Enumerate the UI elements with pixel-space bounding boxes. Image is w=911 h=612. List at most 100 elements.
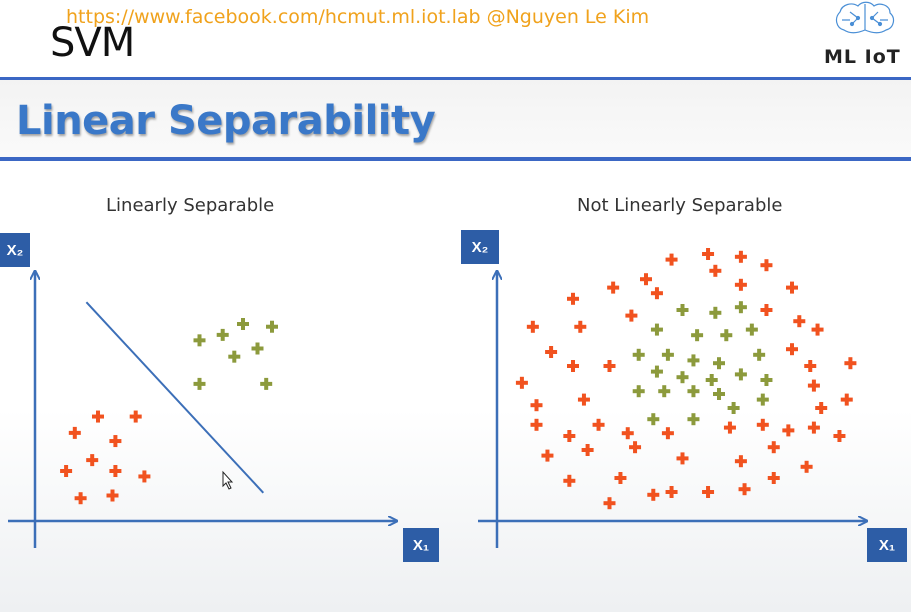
slide-title: Linear Separability bbox=[16, 98, 436, 144]
plus-marker-green bbox=[237, 318, 249, 330]
plus-marker-red bbox=[603, 497, 616, 510]
plus-marker-red bbox=[800, 460, 813, 473]
right-y-axis-label: X₂ bbox=[461, 230, 499, 264]
header-rule-top bbox=[0, 77, 911, 80]
plus-marker-red bbox=[786, 343, 798, 356]
plus-marker-green bbox=[687, 413, 700, 426]
plus-marker-red bbox=[530, 418, 543, 431]
plus-marker-red bbox=[74, 492, 87, 505]
plus-marker-red bbox=[840, 393, 853, 406]
plus-marker-red bbox=[767, 441, 780, 454]
plus-marker-red bbox=[625, 309, 638, 322]
plus-marker-green bbox=[676, 371, 689, 384]
plus-marker-green bbox=[760, 374, 773, 386]
plus-marker-red bbox=[129, 410, 142, 423]
plus-marker-red bbox=[629, 441, 642, 454]
plus-marker-green bbox=[632, 348, 645, 361]
separating-line bbox=[85, 301, 265, 494]
slide-header bbox=[0, 0, 911, 80]
plus-marker-green bbox=[687, 385, 700, 398]
plus-marker-green bbox=[705, 374, 718, 386]
source-url-watermark: https://www.facebook.com/hcmut.ml.iot.la… bbox=[66, 6, 650, 28]
plus-marker-red bbox=[106, 489, 119, 502]
header-rule-bottom bbox=[0, 157, 911, 161]
plus-marker-red bbox=[541, 449, 554, 462]
plus-marker-red bbox=[760, 259, 773, 272]
plus-marker-green bbox=[260, 377, 273, 390]
panel-title-linearly-separable: Linearly Separable bbox=[106, 195, 275, 216]
plus-marker-red bbox=[60, 465, 73, 477]
plus-marker-green bbox=[691, 329, 704, 342]
plus-marker-green bbox=[745, 323, 758, 336]
mouse-cursor-icon bbox=[222, 470, 234, 490]
plus-marker-green bbox=[734, 301, 747, 314]
plus-marker-red bbox=[577, 393, 590, 406]
plus-marker-red bbox=[607, 281, 620, 294]
right-plot-marks bbox=[515, 248, 857, 510]
plus-marker-red bbox=[756, 418, 769, 431]
plus-marker-green bbox=[687, 354, 700, 367]
right-x-axis-label: X₁ bbox=[867, 528, 907, 562]
plus-marker-green bbox=[756, 393, 769, 406]
plus-marker-green bbox=[713, 357, 725, 370]
plus-marker-red bbox=[515, 376, 528, 389]
left-plot-marks bbox=[60, 301, 278, 505]
plus-marker-red bbox=[563, 474, 576, 487]
plus-marker-green bbox=[266, 320, 278, 333]
plus-marker-red bbox=[804, 360, 817, 372]
plus-marker-green bbox=[251, 342, 264, 355]
plus-marker-red bbox=[563, 430, 576, 442]
plus-marker-red bbox=[723, 421, 736, 434]
plus-marker-red bbox=[574, 320, 587, 333]
plus-marker-green bbox=[753, 348, 766, 361]
plus-marker-red bbox=[815, 402, 828, 414]
plus-marker-red bbox=[647, 488, 660, 501]
plus-marker-green bbox=[650, 365, 663, 378]
plus-marker-red bbox=[734, 250, 747, 263]
plus-marker-red bbox=[530, 399, 543, 412]
plus-marker-red bbox=[109, 465, 122, 477]
plus-marker-green bbox=[193, 334, 206, 347]
plus-marker-red bbox=[614, 472, 627, 484]
plus-marker-green bbox=[676, 304, 689, 316]
plus-marker-red bbox=[709, 264, 722, 277]
plus-marker-red bbox=[661, 427, 674, 440]
plus-marker-red bbox=[844, 357, 857, 370]
plus-marker-green bbox=[658, 385, 671, 398]
plus-marker-green bbox=[216, 328, 229, 341]
plus-marker-red bbox=[567, 360, 579, 372]
panel-title-not-linearly-separable: Not Linearly Separable bbox=[577, 195, 783, 216]
plus-marker-red bbox=[793, 315, 806, 328]
plus-marker-red bbox=[734, 455, 747, 468]
plus-marker-red bbox=[702, 248, 715, 260]
plus-marker-green bbox=[661, 348, 674, 361]
plus-marker-red bbox=[676, 452, 689, 465]
plus-marker-red bbox=[138, 470, 151, 483]
plus-marker-red bbox=[526, 320, 539, 333]
left-x-axis-label: X₁ bbox=[403, 528, 439, 562]
plus-marker-green bbox=[727, 402, 740, 414]
title-band bbox=[0, 80, 911, 158]
plus-marker-red bbox=[760, 304, 773, 316]
plus-marker-red bbox=[545, 346, 558, 358]
plus-marker-red bbox=[567, 292, 579, 305]
plus-marker-red bbox=[665, 486, 678, 498]
plus-marker-green bbox=[228, 350, 241, 363]
plus-marker-green bbox=[734, 368, 747, 381]
slide-content bbox=[0, 161, 911, 612]
plus-marker-red bbox=[738, 483, 751, 496]
brain-logo-icon bbox=[835, 1, 895, 34]
plus-marker-red bbox=[786, 281, 798, 294]
plus-marker-red bbox=[665, 253, 678, 266]
plus-marker-red bbox=[640, 273, 652, 286]
plus-marker-red bbox=[581, 444, 594, 456]
plus-marker-red bbox=[734, 278, 747, 291]
plus-marker-red bbox=[767, 472, 780, 484]
logo-text: ML IoT bbox=[824, 46, 901, 68]
plus-marker-red bbox=[86, 454, 99, 467]
plus-marker-green bbox=[647, 413, 660, 426]
left-y-axis-label: X₂ bbox=[0, 233, 30, 267]
plus-marker-green bbox=[650, 323, 663, 336]
plus-marker-red bbox=[650, 287, 663, 300]
